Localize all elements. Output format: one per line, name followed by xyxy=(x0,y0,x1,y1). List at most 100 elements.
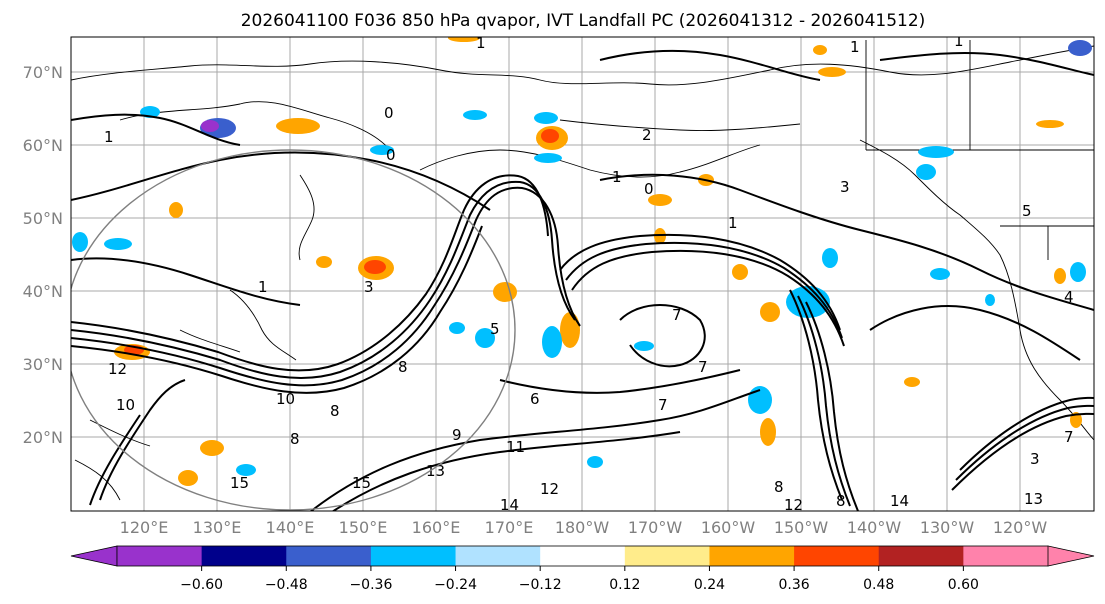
negative-anomaly-patch xyxy=(918,146,954,158)
contour-label: 12 xyxy=(108,360,127,378)
positive-anomaly-patch xyxy=(316,256,332,268)
contour-label: 0 xyxy=(386,146,396,164)
positive-anomaly-patch xyxy=(493,282,517,302)
negative-anomaly-patch xyxy=(985,294,995,306)
lon-label: 130°W xyxy=(920,518,975,537)
colorbar-extend-low xyxy=(70,545,118,567)
positive-anomaly-patch xyxy=(818,67,846,77)
colorbar-tick-label: −0.60 xyxy=(180,577,223,593)
positive-anomaly-patch xyxy=(1036,120,1064,128)
colorbar-segment xyxy=(709,546,795,566)
contour-label: 5 xyxy=(490,320,500,338)
colorbar-tick-label: 0.12 xyxy=(609,577,640,593)
contour-label: 7 xyxy=(1064,428,1074,446)
negative-anomaly-patch xyxy=(916,164,936,180)
lon-label: 170°E xyxy=(485,518,534,537)
negative-anomaly-patch xyxy=(370,145,394,155)
negative-anomaly-patch xyxy=(475,328,495,348)
negative-anomaly-patch xyxy=(72,232,88,252)
contour-label: 1 xyxy=(954,32,964,50)
colorbar-segment xyxy=(286,546,372,566)
colorbar: −0.60 −0.48 −0.36 −0.24 −0.12 0.12 0.24 0.36 0.4… xyxy=(70,545,1095,593)
colorbar-segments xyxy=(117,546,1049,566)
colorbar-segment xyxy=(624,546,710,566)
qvapor-shading xyxy=(72,37,1092,486)
colorbar-frame xyxy=(116,545,1049,567)
contour-label: 12 xyxy=(784,496,803,514)
lon-label: 140°W xyxy=(847,518,902,537)
lon-label: 130°E xyxy=(193,518,242,537)
landfall-region-outline xyxy=(71,149,516,511)
contour-label: 15 xyxy=(230,474,249,492)
contour-label: 0 xyxy=(384,104,394,122)
positive-anomaly-patch xyxy=(648,194,672,206)
positive-anomaly-patch xyxy=(200,440,224,456)
negative-anomaly-patch xyxy=(463,110,487,120)
contour-label: 8 xyxy=(290,430,300,448)
contour-label: 1 xyxy=(104,128,114,146)
contour-label: 12 xyxy=(540,480,559,498)
map-title: 2026041100 F036 850 hPa qvapor, IVT Land… xyxy=(241,11,926,31)
contour-label: 7 xyxy=(698,358,708,376)
lon-label: 160°E xyxy=(412,518,461,537)
contour-label: 1 xyxy=(728,214,738,232)
positive-anomaly-core xyxy=(364,260,386,274)
lon-label: 150°E xyxy=(339,518,388,537)
contour-label: 8 xyxy=(836,492,846,510)
contour-label: 3 xyxy=(364,278,374,296)
lon-label: 170°W xyxy=(628,518,683,537)
colorbar-tick-label: 0.24 xyxy=(694,577,725,593)
lat-label: 30°N xyxy=(23,355,63,374)
contour-label: 10 xyxy=(116,396,135,414)
map-panel: 1 1 1 0 0 1 2 1 0 1 7 3 5 3 6 7 7 8 5 7 xyxy=(23,32,1095,537)
contour-label: 1 xyxy=(612,168,622,186)
contour-label: 15 xyxy=(352,474,371,492)
contour-label: 1 xyxy=(258,278,268,296)
positive-anomaly-patch xyxy=(904,377,920,387)
lon-label: 180°W xyxy=(555,518,610,537)
positive-anomaly-patch xyxy=(760,418,776,446)
lat-label: 60°N xyxy=(23,136,63,155)
lon-label: 140°E xyxy=(266,518,315,537)
colorbar-segment xyxy=(117,546,203,566)
latitude-labels: 70°N 60°N 50°N 40°N 30°N 20°N xyxy=(23,63,63,447)
colorbar-segment xyxy=(201,546,287,566)
colorbar-tick-label: 0.60 xyxy=(948,577,979,593)
colorbar-tick-label: −0.36 xyxy=(349,577,392,593)
lat-label: 70°N xyxy=(23,63,63,82)
contour-label: 8 xyxy=(330,402,340,420)
lon-label: 120°E xyxy=(120,518,169,537)
colorbar-segment xyxy=(455,546,541,566)
map-frame xyxy=(70,36,1095,512)
colorbar-tick-label: −0.48 xyxy=(265,577,308,593)
negative-anomaly-patch xyxy=(930,268,950,280)
longitude-labels: 120°E 130°E 140°E 150°E 160°E 170°E 180°… xyxy=(120,518,1048,537)
contour-label: 6 xyxy=(530,390,540,408)
positive-anomaly-core xyxy=(541,129,559,143)
contour-label: 14 xyxy=(890,492,909,510)
contour-label: 8 xyxy=(774,478,784,496)
colorbar-segment xyxy=(370,546,457,566)
lon-label: 120°W xyxy=(993,518,1048,537)
positive-anomaly-patch xyxy=(1070,412,1082,428)
contour-label: 5 xyxy=(1022,202,1032,220)
negative-anomaly-core xyxy=(201,120,219,132)
colorbar-extend-high xyxy=(1047,545,1095,567)
colorbar-tick-label: 0.48 xyxy=(863,577,894,593)
negative-anomaly-patch xyxy=(534,153,562,163)
contour-label: 1 xyxy=(476,34,486,52)
lat-label: 50°N xyxy=(23,209,63,228)
negative-anomaly-patch xyxy=(534,112,558,124)
ivt-contours xyxy=(71,49,1094,511)
contour-label: 4 xyxy=(1064,288,1074,306)
colorbar-segment xyxy=(878,546,964,566)
positive-anomaly-patch xyxy=(276,118,320,134)
colorbar-segment xyxy=(963,546,1049,566)
positive-anomaly-patch xyxy=(560,312,580,348)
positive-anomaly-patch xyxy=(169,202,183,218)
positive-anomaly-patch xyxy=(1054,268,1066,284)
negative-anomaly-patch xyxy=(634,341,654,351)
negative-anomaly-patch xyxy=(587,456,603,468)
lat-label: 20°N xyxy=(23,428,63,447)
